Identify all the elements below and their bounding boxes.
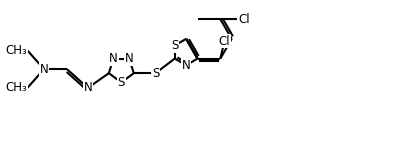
Text: N: N: [109, 52, 118, 65]
Text: N: N: [83, 81, 92, 94]
Text: N: N: [182, 59, 191, 72]
Text: S: S: [171, 39, 178, 52]
Text: N: N: [40, 63, 48, 76]
Text: CH₃: CH₃: [6, 44, 27, 57]
Text: S: S: [118, 76, 125, 89]
Text: Cl: Cl: [219, 35, 230, 48]
Text: Cl: Cl: [238, 13, 249, 26]
Text: CH₃: CH₃: [6, 81, 27, 94]
Text: N: N: [125, 52, 133, 65]
Text: S: S: [152, 67, 159, 80]
